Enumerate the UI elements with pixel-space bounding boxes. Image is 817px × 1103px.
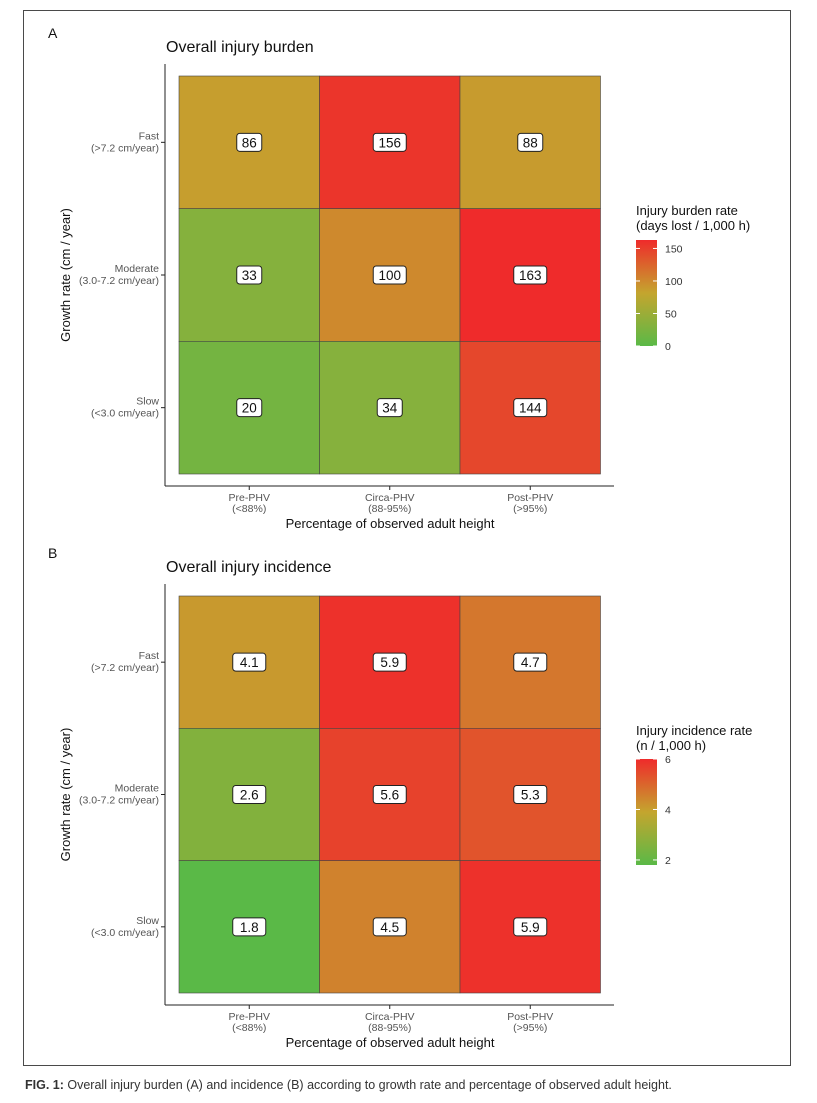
y-tick-label: Slow (136, 915, 159, 927)
data-label-box (513, 652, 548, 672)
legend-tick-label: 2 (665, 855, 671, 867)
data-label-box (517, 132, 544, 152)
x-tick-label: Post-PHV (507, 1011, 553, 1023)
data-label-box (232, 917, 267, 937)
y-tick-label: Moderate (115, 263, 160, 275)
panel-label: B (48, 545, 57, 561)
data-label-box (372, 785, 407, 804)
data-label-box (236, 265, 263, 285)
data-label-box (513, 265, 548, 285)
figure-caption: FIG. 1: Overall injury burden (A) and in… (25, 1078, 672, 1092)
data-label: 20 (242, 401, 257, 416)
caption-text: Overall injury burden (A) and incidence … (63, 1078, 672, 1092)
data-label: 100 (378, 268, 401, 283)
data-label-box (236, 398, 263, 418)
data-label: 2.6 (240, 788, 259, 803)
y-tick-label: Fast (139, 650, 160, 662)
data-label: 34 (382, 401, 398, 416)
data-label-box (513, 398, 548, 418)
legend-tick-label: 4 (665, 804, 671, 816)
legend-tick-label: 6 (665, 754, 671, 766)
data-label-box (372, 917, 407, 937)
y-tick-sublabel: (3.0-7.2 cm/year) (79, 795, 159, 807)
y-tick-sublabel: (<3.0 cm/year) (91, 408, 159, 420)
data-label-box (372, 652, 407, 672)
y-axis-title: Growth rate (cm / year) (58, 728, 73, 862)
legend-tick-label: 50 (665, 308, 677, 320)
x-tick-sublabel: (>95%) (513, 503, 547, 515)
legend-color-bar (636, 759, 657, 865)
x-tick-sublabel: (88-95%) (368, 1022, 411, 1034)
data-label: 5.6 (380, 788, 399, 803)
data-label: 1.8 (240, 920, 259, 935)
data-label: 4.7 (521, 655, 540, 670)
legend-tick-label: 100 (665, 276, 683, 288)
legend-color-bar (636, 240, 657, 346)
data-label: 4.1 (240, 655, 259, 670)
chart-title: Overall injury incidence (166, 559, 332, 576)
data-label: 5.3 (521, 788, 540, 803)
x-tick-sublabel: (>95%) (513, 1022, 547, 1034)
x-tick-label: Circa-PHV (365, 1011, 415, 1023)
data-label: 5.9 (380, 655, 399, 670)
y-tick-sublabel: (3.0-7.2 cm/year) (79, 275, 159, 287)
data-label: 5.9 (521, 920, 540, 935)
data-label-box (236, 132, 263, 152)
legend-title: (n / 1,000 h) (636, 738, 706, 753)
y-tick-sublabel: (>7.2 cm/year) (91, 662, 159, 674)
x-tick-sublabel: (88-95%) (368, 503, 411, 515)
data-label: 156 (378, 135, 401, 150)
data-label: 163 (519, 268, 542, 283)
x-tick-label: Pre-PHV (229, 1011, 270, 1023)
x-axis-title: Percentage of observed adult height (286, 516, 495, 531)
caption-label: FIG. 1: (25, 1078, 64, 1092)
legend-title: (days lost / 1,000 h) (636, 218, 750, 233)
x-tick-label: Post-PHV (507, 492, 553, 504)
legend-tick-label: 0 (665, 341, 671, 353)
legend-title: Injury incidence rate (636, 723, 752, 738)
x-tick-sublabel: (<88%) (232, 1022, 266, 1034)
data-label: 144 (519, 401, 542, 416)
data-label: 4.5 (380, 920, 399, 935)
heatmap-cell (178, 341, 320, 475)
panel-label: A (48, 25, 58, 41)
x-tick-label: Circa-PHV (365, 492, 415, 504)
legend-title: Injury burden rate (636, 203, 738, 218)
figure-frame (23, 10, 791, 1066)
data-label-box (232, 652, 267, 672)
legend-tick-label: 150 (665, 243, 683, 255)
y-tick-label: Slow (136, 396, 159, 408)
chart-title: Overall injury burden (166, 39, 314, 56)
y-axis-title: Growth rate (cm / year) (58, 208, 73, 342)
y-tick-label: Fast (139, 130, 160, 142)
data-label: 86 (242, 135, 257, 150)
data-label-box (513, 917, 548, 937)
x-tick-sublabel: (<88%) (232, 503, 266, 515)
data-label-box (232, 785, 267, 804)
data-label-box (376, 398, 403, 418)
data-label: 88 (523, 135, 538, 150)
y-tick-label: Moderate (115, 783, 160, 795)
x-axis-title: Percentage of observed adult height (286, 1035, 495, 1050)
x-tick-label: Pre-PHV (229, 492, 270, 504)
y-tick-sublabel: (>7.2 cm/year) (91, 142, 159, 154)
data-label-box (372, 265, 407, 285)
y-tick-sublabel: (<3.0 cm/year) (91, 927, 159, 939)
data-label-box (372, 132, 407, 152)
data-label: 33 (242, 268, 257, 283)
data-label-box (513, 785, 548, 804)
